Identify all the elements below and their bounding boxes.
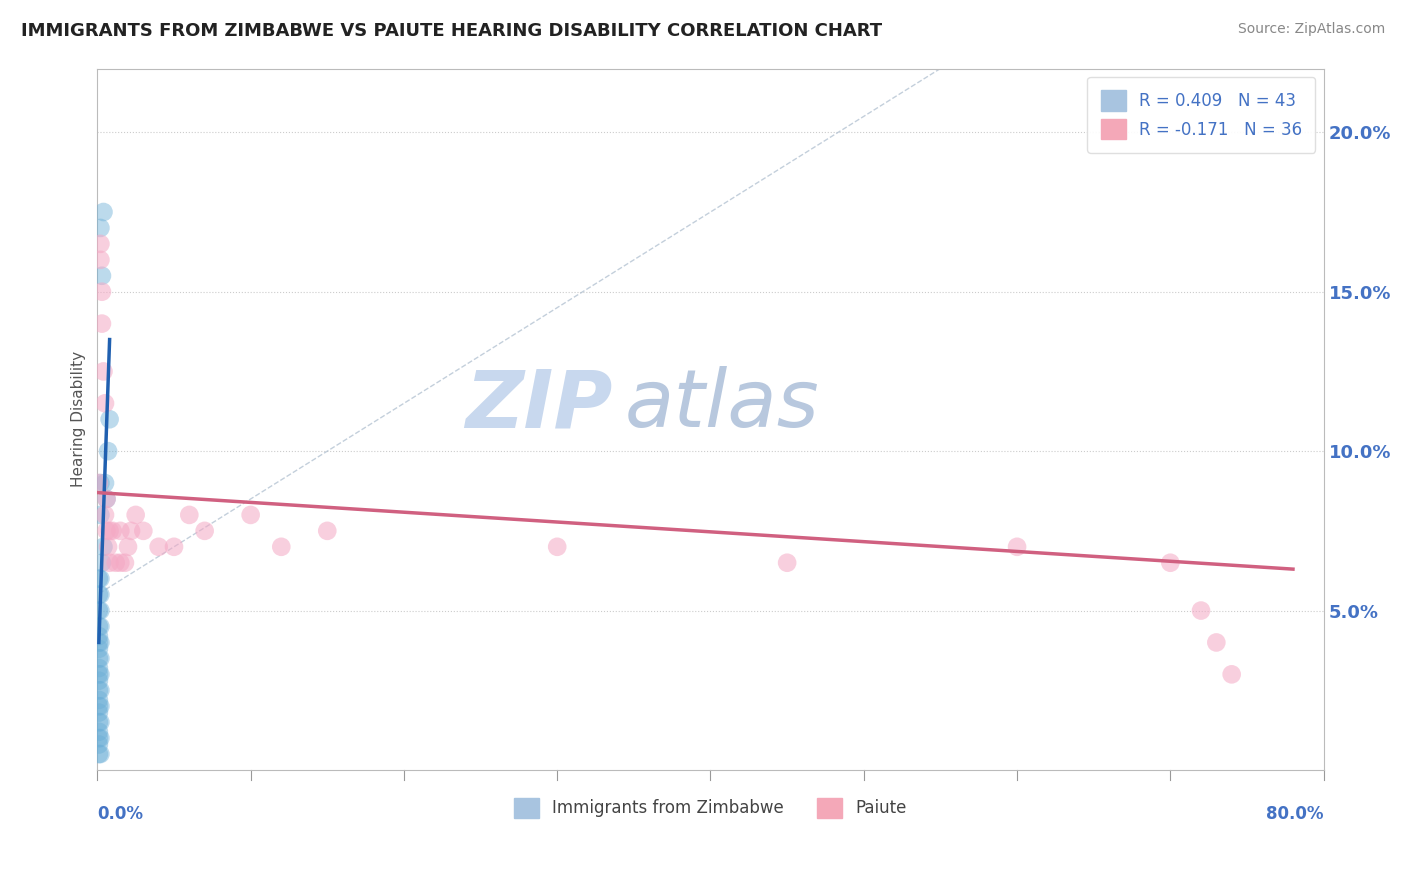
Point bbox=[89, 667, 111, 681]
Point bbox=[270, 540, 292, 554]
Point bbox=[87, 572, 110, 586]
Point bbox=[89, 651, 111, 665]
Point bbox=[89, 236, 111, 251]
Point bbox=[89, 221, 111, 235]
Text: atlas: atlas bbox=[624, 367, 820, 444]
Y-axis label: Hearing Disability: Hearing Disability bbox=[72, 351, 86, 487]
Point bbox=[89, 572, 111, 586]
Point bbox=[124, 508, 146, 522]
Point bbox=[97, 540, 120, 554]
Point bbox=[89, 747, 111, 761]
Point bbox=[87, 588, 110, 602]
Point bbox=[98, 556, 121, 570]
Point bbox=[148, 540, 170, 554]
Point bbox=[89, 619, 111, 633]
Point bbox=[87, 661, 110, 675]
Point bbox=[114, 556, 136, 570]
Point bbox=[89, 635, 111, 649]
Point bbox=[179, 508, 201, 522]
Point bbox=[239, 508, 262, 522]
Point bbox=[89, 731, 111, 745]
Point bbox=[117, 540, 139, 554]
Point bbox=[546, 540, 568, 554]
Point bbox=[87, 747, 110, 761]
Text: IMMIGRANTS FROM ZIMBABWE VS PAIUTE HEARING DISABILITY CORRELATION CHART: IMMIGRANTS FROM ZIMBABWE VS PAIUTE HEARI… bbox=[21, 22, 882, 40]
Point bbox=[87, 603, 110, 617]
Point bbox=[87, 724, 110, 739]
Point bbox=[316, 524, 339, 538]
Point bbox=[98, 412, 121, 426]
Point bbox=[1005, 540, 1028, 554]
Point bbox=[132, 524, 155, 538]
Point bbox=[93, 540, 115, 554]
Point bbox=[87, 693, 110, 707]
Point bbox=[89, 699, 111, 714]
Point bbox=[110, 524, 132, 538]
Point bbox=[87, 629, 110, 643]
Point bbox=[776, 556, 799, 570]
Point bbox=[96, 524, 118, 538]
Point bbox=[94, 396, 117, 410]
Point bbox=[1159, 556, 1181, 570]
Text: 0.0%: 0.0% bbox=[97, 805, 143, 822]
Legend: Immigrants from Zimbabwe, Paiute: Immigrants from Zimbabwe, Paiute bbox=[508, 791, 914, 825]
Point bbox=[87, 673, 110, 688]
Point bbox=[87, 738, 110, 752]
Point bbox=[89, 715, 111, 730]
Point bbox=[1205, 635, 1227, 649]
Point bbox=[98, 524, 121, 538]
Text: 80.0%: 80.0% bbox=[1267, 805, 1323, 822]
Point bbox=[1220, 667, 1243, 681]
Point bbox=[89, 252, 111, 267]
Point bbox=[96, 491, 118, 506]
Point bbox=[94, 508, 117, 522]
Point bbox=[87, 683, 110, 698]
Point bbox=[87, 667, 110, 681]
Point bbox=[96, 491, 118, 506]
Point bbox=[89, 683, 111, 698]
Point bbox=[110, 556, 132, 570]
Point bbox=[89, 588, 111, 602]
Point bbox=[104, 556, 127, 570]
Point bbox=[91, 317, 114, 331]
Point bbox=[87, 651, 110, 665]
Point bbox=[163, 540, 186, 554]
Point bbox=[91, 268, 114, 283]
Point bbox=[91, 556, 114, 570]
Point bbox=[89, 476, 111, 491]
Point bbox=[87, 635, 110, 649]
Point bbox=[89, 603, 111, 617]
Point bbox=[89, 508, 111, 522]
Point bbox=[87, 641, 110, 656]
Point bbox=[93, 364, 115, 378]
Point bbox=[120, 524, 142, 538]
Point bbox=[101, 524, 124, 538]
Point bbox=[87, 699, 110, 714]
Point bbox=[91, 285, 114, 299]
Point bbox=[87, 731, 110, 745]
Point bbox=[87, 706, 110, 720]
Point bbox=[94, 476, 117, 491]
Point bbox=[87, 619, 110, 633]
Text: ZIP: ZIP bbox=[465, 367, 613, 444]
Point bbox=[93, 205, 115, 219]
Point bbox=[87, 476, 110, 491]
Point bbox=[1189, 603, 1212, 617]
Text: Source: ZipAtlas.com: Source: ZipAtlas.com bbox=[1237, 22, 1385, 37]
Point bbox=[97, 444, 120, 458]
Point bbox=[194, 524, 217, 538]
Point bbox=[87, 715, 110, 730]
